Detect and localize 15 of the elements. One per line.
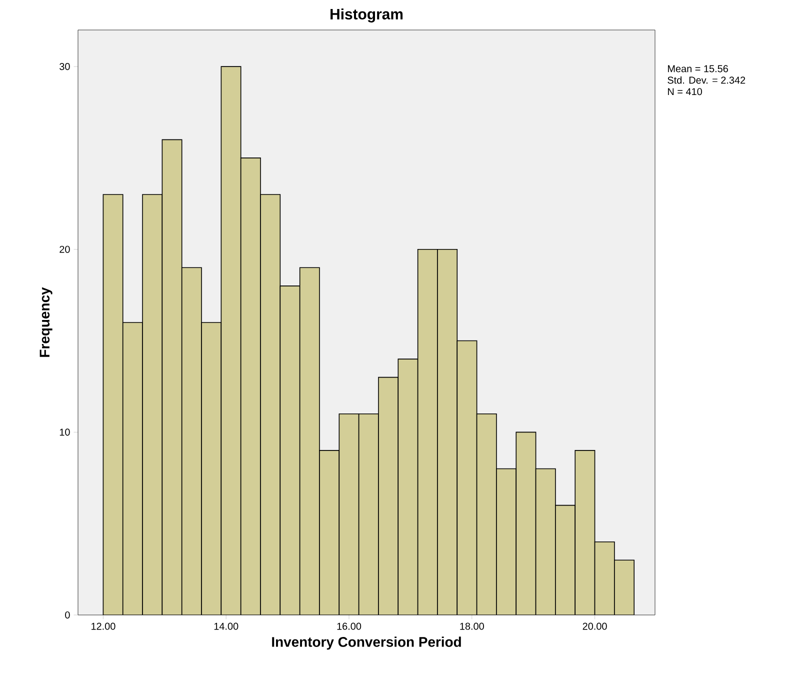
x-tick-label: 20.00: [582, 622, 607, 630]
x-axis-title: Inventory Conversion Period: [272, 636, 461, 650]
x-tick-label: 14.00: [214, 622, 238, 630]
y-tick-label: 30: [60, 63, 70, 70]
y-tick-label: 10: [60, 428, 70, 436]
text: Std. Dev. = 2.342: [668, 76, 746, 84]
x-tick-label: 16.00: [337, 622, 362, 630]
x-tick-label: 18.00: [460, 622, 484, 630]
x-tick-label: 12.00: [92, 622, 116, 630]
chart-title: Histogram: [330, 8, 403, 22]
text: N = 410: [668, 88, 702, 96]
y-tick-label: 20: [60, 246, 70, 253]
y-axis-title: Frequency: [40, 287, 52, 357]
y-tick-label: 0: [65, 611, 70, 619]
text: Mean = 15.56: [668, 65, 728, 72]
